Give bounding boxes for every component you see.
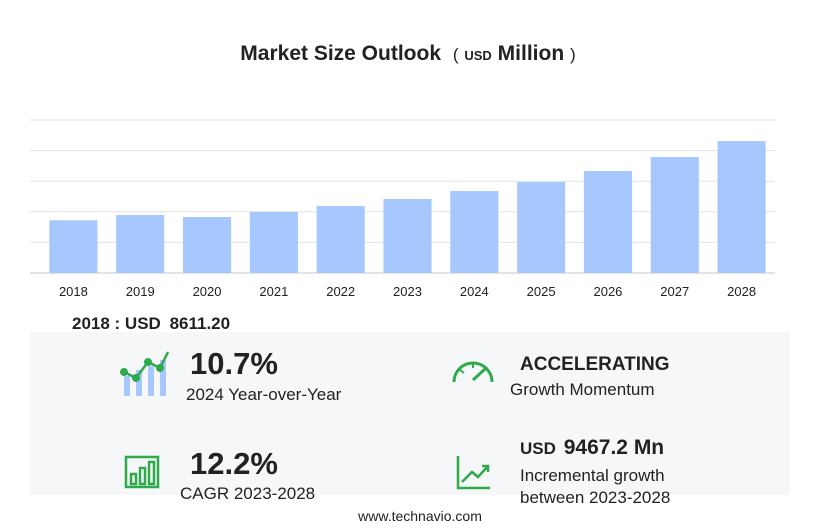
- bar: [383, 199, 432, 273]
- yoy-value: 10.7%: [190, 346, 278, 381]
- bar: [182, 217, 232, 273]
- x-tick-label: 2023: [393, 284, 422, 299]
- cagr-value: 12.2%: [190, 446, 278, 481]
- incr-icon: [456, 456, 490, 490]
- unit-currency: USD: [464, 48, 491, 63]
- x-tick-label: 2019: [126, 284, 155, 299]
- momentum-value: ACCELERATING: [520, 354, 670, 375]
- x-tick-label: 2024: [460, 284, 489, 299]
- footer: www.technavio.com: [357, 508, 482, 524]
- x-tick-label: 2022: [326, 284, 355, 299]
- bar: [249, 211, 298, 273]
- bar: [517, 181, 566, 273]
- base-value: 8611.20: [170, 314, 231, 333]
- incr-value: 9467.2 Mn: [564, 436, 664, 459]
- incr-label-2: between 2023-2028: [520, 488, 670, 507]
- x-tick-label: 2028: [727, 284, 756, 299]
- plot: 2018 2019 2020 2021 2022 2023 2024 2025 2026 2027…: [30, 119, 775, 299]
- momentum-icon: [452, 361, 494, 383]
- base-label: 2018 : USD: [72, 314, 161, 333]
- bar: [450, 191, 499, 273]
- incr-line: USD 9467.2 Mn: [520, 436, 664, 459]
- chart-title-line: Market Size Outlook ( USD Million ): [240, 42, 575, 65]
- cagr-icon: [124, 455, 160, 489]
- momentum-label: Growth Momentum: [510, 380, 655, 399]
- bar: [116, 214, 165, 273]
- chart-title: Market Size Outlook: [240, 42, 441, 65]
- x-tick-label: 2026: [593, 284, 622, 299]
- summary-panel: [30, 332, 790, 495]
- x-tick-label: 2021: [259, 284, 288, 299]
- cagr-label: CAGR 2023-2028: [180, 484, 315, 503]
- incr-currency: USD: [520, 439, 556, 458]
- bar: [717, 141, 766, 273]
- yoy-icon: [120, 351, 170, 396]
- yoy-label: 2024 Year-over-Year: [186, 385, 342, 404]
- unit-name: Million: [498, 42, 565, 65]
- base-line: 2018 : USD 8611.20: [72, 314, 230, 333]
- incr-label-1: Incremental growth: [520, 466, 665, 485]
- bar: [316, 205, 365, 273]
- bar: [650, 157, 699, 273]
- x-tick-label: 2027: [660, 284, 689, 299]
- x-tick-label: 2025: [527, 284, 556, 299]
- unit-open: (: [453, 45, 459, 64]
- unit-close: ): [570, 45, 576, 64]
- x-tick-label: 2020: [193, 284, 222, 299]
- bar: [583, 170, 633, 273]
- bar: [49, 220, 98, 273]
- x-tick-label: 2018: [59, 284, 88, 299]
